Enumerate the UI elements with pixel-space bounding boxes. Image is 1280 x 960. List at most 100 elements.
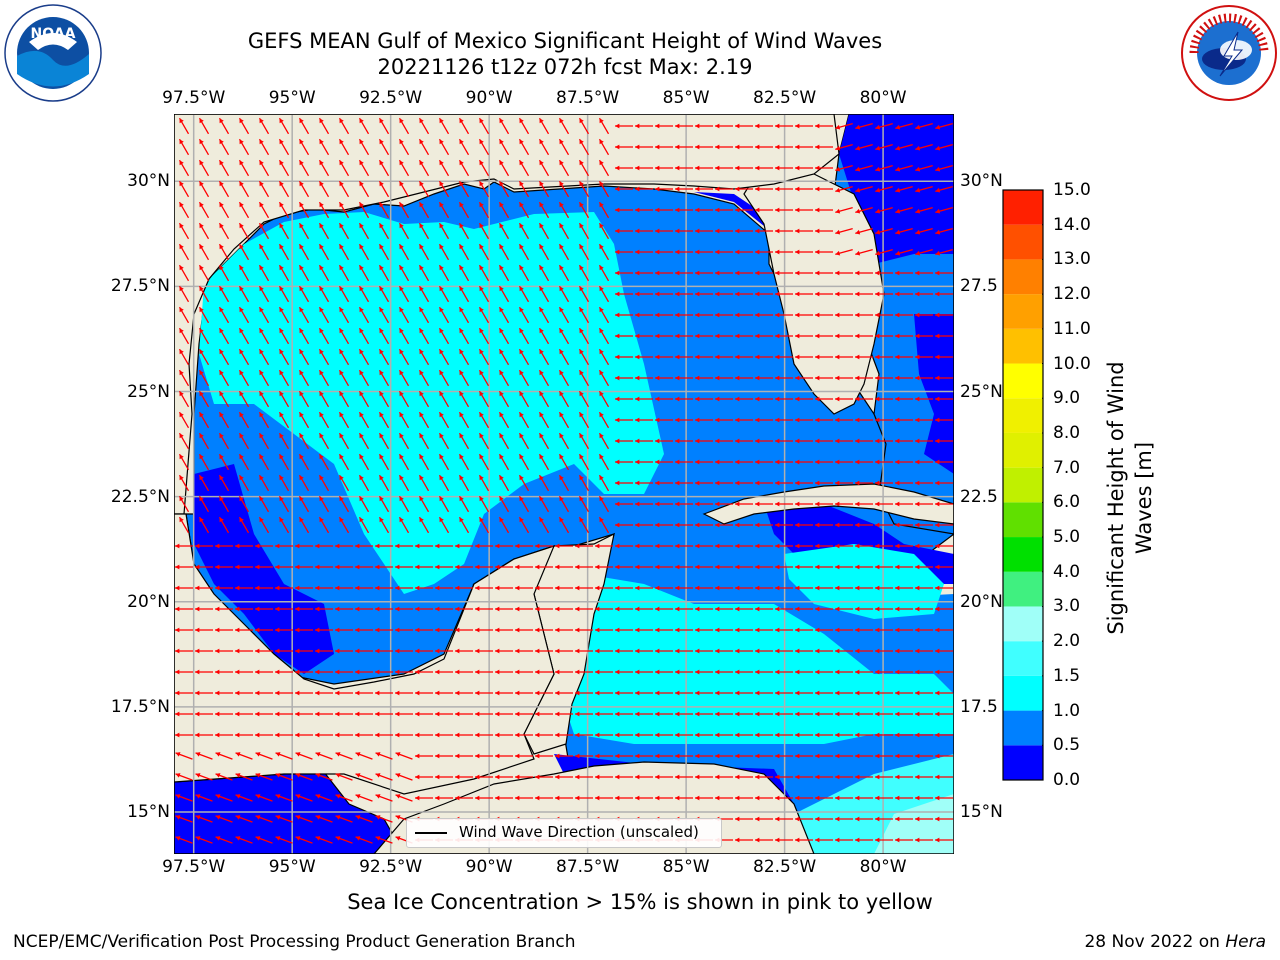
wave-arrow [338, 432, 350, 450]
wave-arrow [478, 411, 490, 429]
wave-arrow [615, 690, 633, 696]
wave-arrow [655, 396, 673, 402]
wave-arrow [875, 333, 893, 339]
wave-arrow [575, 564, 593, 570]
wave-arrow [258, 516, 270, 534]
wave-arrow [795, 480, 813, 486]
wave-arrow [515, 669, 533, 675]
wave-arrow [715, 711, 733, 717]
wave-arrow [175, 815, 193, 823]
wave-arrow [338, 285, 350, 303]
wave-arrow [178, 327, 190, 345]
wave-arrow [538, 180, 550, 198]
wave-arrow [478, 201, 490, 219]
wave-arrow [855, 375, 873, 381]
wave-arrow [895, 795, 913, 801]
wave-arrow [915, 459, 933, 465]
wave-arrow [515, 606, 533, 612]
wave-arrow [835, 648, 853, 654]
wave-arrow [478, 474, 490, 492]
wave-arrow [218, 432, 230, 450]
wave-arrow [775, 648, 793, 654]
wave-arrow [358, 432, 370, 450]
wave-arrow [895, 648, 913, 654]
wave-arrow [655, 711, 673, 717]
wave-arrow [655, 312, 673, 318]
wave-arrow [415, 606, 433, 612]
wave-arrow [255, 773, 273, 781]
colorbar-segment [1003, 363, 1043, 399]
wave-arrow [315, 648, 333, 654]
wave-arrow [518, 306, 530, 324]
colorbar-tick-label: 5.0 [1053, 527, 1081, 548]
wave-arrow [598, 453, 610, 471]
wave-arrow [855, 585, 873, 591]
wave-arrow [298, 285, 310, 303]
wave-arrow [255, 794, 273, 802]
wave-arrow [395, 752, 413, 760]
wave-arrow [915, 375, 933, 381]
wave-arrow [255, 543, 273, 549]
colorbar-tick-label: 12.0 [1053, 284, 1091, 305]
wave-arrow [915, 585, 933, 591]
colorbar-tick-label: 7.0 [1053, 457, 1081, 478]
wave-arrow [695, 753, 713, 759]
wave-arrow [735, 207, 753, 213]
wave-arrow [935, 354, 953, 360]
wave-arrow [655, 228, 673, 234]
wave-arrow [855, 690, 873, 696]
wave-arrow [378, 411, 390, 429]
wave-arrow [775, 501, 793, 507]
wave-arrow [298, 201, 310, 219]
wave-arrow [458, 411, 470, 429]
wave-arrow [715, 312, 733, 318]
wave-arrow [538, 222, 550, 240]
wave-arrow [598, 117, 610, 135]
wave-arrow [535, 732, 553, 738]
wave-arrow [735, 438, 753, 444]
wave-arrow [438, 369, 450, 387]
wave-arrow [875, 543, 893, 549]
wave-arrow [175, 836, 193, 844]
wave-arrow [735, 816, 753, 822]
wave-arrow [458, 369, 470, 387]
wave-arrow [635, 438, 653, 444]
wave-arrow [715, 375, 733, 381]
wave-arrow [455, 711, 473, 717]
wave-arrow [538, 117, 550, 135]
wave-arrow [315, 752, 333, 760]
wave-arrow [478, 264, 490, 282]
wave-arrow [515, 648, 533, 654]
wave-arrow [755, 564, 773, 570]
wave-arrow [935, 543, 953, 549]
wave-arrow [198, 327, 210, 345]
wave-arrow [275, 585, 293, 591]
wave-arrow [635, 228, 653, 234]
wave-arrow [815, 774, 833, 780]
wave-arrow [535, 564, 553, 570]
wave-arrow [418, 411, 430, 429]
wave-arrow [615, 753, 633, 759]
wave-arrow [695, 480, 713, 486]
wave-arrow [835, 417, 853, 423]
colorbar-tick-label: 13.0 [1053, 249, 1091, 270]
wave-arrow [855, 480, 873, 486]
wave-arrow [175, 585, 193, 591]
wave-arrow [435, 627, 453, 633]
wave-arrow [775, 837, 793, 843]
wave-arrow [895, 837, 913, 843]
wave-arrow [418, 180, 430, 198]
wave-arrow [458, 243, 470, 261]
wave-arrow [338, 159, 350, 177]
wave-arrow [815, 606, 833, 612]
wave-arrow [215, 773, 233, 781]
wave-arrow [318, 243, 330, 261]
wave-arrow [875, 480, 893, 486]
wave-arrow [935, 690, 953, 696]
wave-arrow [775, 144, 793, 150]
wave-arrow [935, 753, 953, 759]
wave-arrow [635, 627, 653, 633]
wave-arrow [478, 453, 490, 471]
wave-arrow [418, 285, 430, 303]
wave-arrow [635, 501, 653, 507]
